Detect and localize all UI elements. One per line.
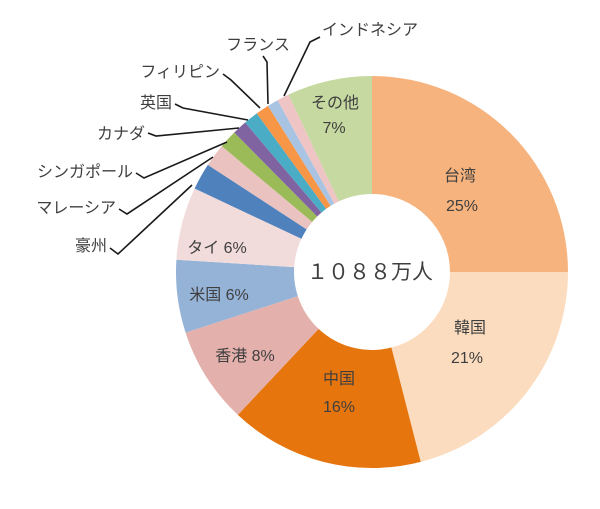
pie-slice-china [237,328,421,468]
slice-label-taiwan: 台湾 [444,167,476,185]
pie-slice-canada [234,122,322,217]
pie-slice-korea [391,272,568,462]
slice-label-australia: 豪州 [75,236,107,255]
slice-value-taiwan: 25% [446,198,478,215]
slice-label-thailand: タイ 6% [187,239,247,257]
slice-label-singapore: シンガポール [37,163,133,181]
slice-label-korea: 韓国 [454,319,486,337]
slice-label-indonesia: インドネシア [322,21,418,39]
slice-label-malaysia: マレーシア [36,200,116,217]
pie-slice-usa [176,259,298,333]
pie-slice-australia [194,164,307,239]
pie-slice-malaysia [207,146,313,230]
pie-slice-hongkong [185,296,319,415]
leader-line-australia [109,184,193,256]
pie-slice-uk [245,113,327,213]
pie-slice-singapore [221,132,318,222]
slice-label-others: その他 [311,94,359,112]
leader-line-uk [174,103,249,121]
slice-label-usa: 米国 6% [189,286,249,304]
pie-slice-philippines [256,105,331,209]
center-total-label: １０８８万人 [307,261,433,284]
slice-label-canada: カナダ [97,125,145,143]
slice-label-china: 中国 [323,370,355,388]
pie-slice-indonesia [277,94,339,204]
leader-line-canada [147,127,240,137]
leader-line-philippines [222,73,261,109]
pie-slice-taiwan [372,76,568,272]
slice-label-uk: 英国 [140,94,172,112]
leader-line-france [262,55,269,105]
slice-label-hongkong: 香港 8% [215,347,275,365]
leader-line-malaysia [118,156,214,215]
slice-value-korea: 21% [451,350,483,367]
leader-line-indonesia [283,36,321,97]
slice-label-france: フランス [226,37,290,54]
slice-value-china: 16% [323,399,355,416]
slice-label-philippines: フィリピン [140,64,220,81]
slice-value-others: 7% [322,120,345,137]
leader-line-singapore [135,141,228,179]
pie-slice-france [268,100,335,206]
pie-slice-others [288,76,372,202]
pie-slice-thailand [176,188,302,268]
